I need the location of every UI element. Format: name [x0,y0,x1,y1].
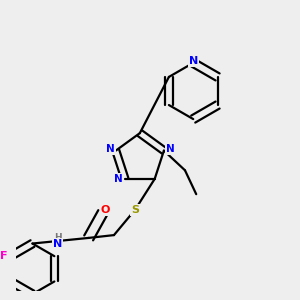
Text: O: O [101,205,110,215]
Text: N: N [106,144,115,154]
Text: N: N [114,174,123,184]
Text: N: N [53,239,62,249]
Text: N: N [189,56,198,67]
Text: S: S [131,205,139,215]
Text: F: F [0,251,7,261]
Text: H: H [54,233,62,242]
Text: N: N [166,144,175,154]
